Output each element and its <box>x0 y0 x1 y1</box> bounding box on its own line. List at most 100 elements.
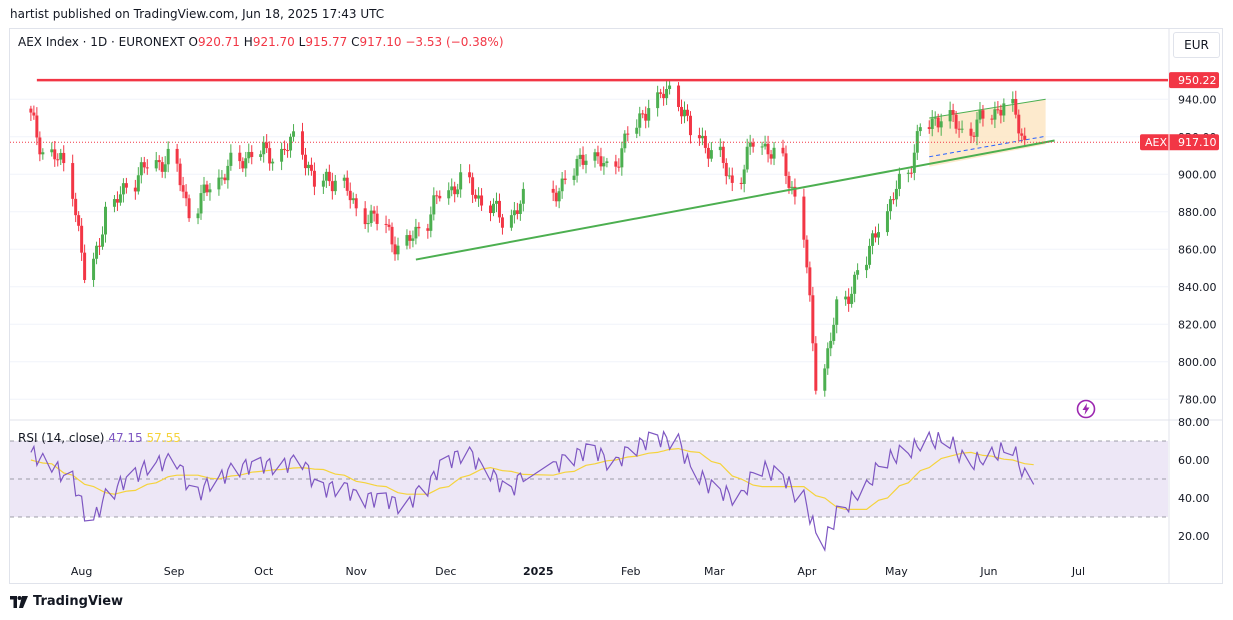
candle-body <box>414 226 418 239</box>
candle-body <box>772 147 776 159</box>
candle-body <box>187 198 191 219</box>
candle-body <box>450 186 454 191</box>
candle-body <box>184 191 188 199</box>
candle-body <box>327 171 331 182</box>
candle-body <box>930 118 934 129</box>
time-tick-label: Feb <box>621 565 640 578</box>
rsi-ma-value: 57.55 <box>146 431 181 445</box>
candle-body <box>456 189 460 195</box>
rsi-tick-label: 80.00 <box>1178 416 1210 429</box>
candle-body <box>265 142 269 149</box>
candle-body <box>748 142 752 147</box>
candle-body <box>133 187 137 192</box>
candle-body <box>739 182 743 184</box>
rsi-axis: 80.00 60.00 40.00 20.00 <box>1178 416 1210 543</box>
candle-body <box>1002 103 1006 116</box>
candle-body <box>71 163 75 199</box>
candle-body <box>477 195 481 199</box>
candle-body <box>915 131 919 153</box>
candle-body <box>641 113 645 115</box>
candle-body <box>309 164 313 171</box>
resistance-price-tag <box>1169 72 1219 89</box>
price-channel <box>929 98 1046 167</box>
time-axis: Aug Sep Oct Nov Dec 2025 Feb Mar Apr May Jun Jul <box>71 565 1085 578</box>
candle-body <box>238 152 242 162</box>
rsi-label: RSI (14, close) <box>18 431 105 445</box>
close-value: 917.10 <box>359 35 402 49</box>
candle-body <box>181 185 185 192</box>
candle-body <box>405 235 409 246</box>
time-tick-label: Sep <box>164 565 185 578</box>
time-tick-label: Jun <box>979 565 997 578</box>
candle-body <box>136 175 140 192</box>
candle-body <box>321 180 325 187</box>
candle-body <box>80 225 84 253</box>
candle-body <box>250 151 254 157</box>
candle-body <box>877 232 880 238</box>
candle-body <box>620 148 624 168</box>
candle-body <box>584 160 588 165</box>
candle-body <box>972 135 976 137</box>
tradingview-logo-icon <box>10 595 28 608</box>
candle-body <box>1017 114 1021 134</box>
time-tick-label: Aug <box>71 565 92 578</box>
price-tick-label: 780.00 <box>1178 393 1217 406</box>
candle-body <box>121 183 125 195</box>
candle-body <box>247 151 251 159</box>
candle-body <box>644 113 648 121</box>
candle-body <box>581 154 585 165</box>
rsi-legend[interactable]: RSI (14, close) 47.15 57.55 <box>18 431 181 445</box>
candle-body <box>954 114 958 129</box>
candle-body <box>375 213 379 224</box>
candle-body <box>918 127 922 132</box>
last-price-symbol: AEX <box>1145 136 1167 149</box>
close-label: C <box>351 35 360 49</box>
candle-body <box>494 200 498 204</box>
time-tick-label: Apr <box>797 565 817 578</box>
candle-body <box>927 127 931 129</box>
candle-body <box>98 245 102 247</box>
candle-body <box>697 135 701 139</box>
candle-body <box>509 215 513 228</box>
price-tick-label: 840.00 <box>1178 281 1217 294</box>
candle-body <box>35 115 39 138</box>
candle-body <box>223 177 227 181</box>
price-tick-label: 820.00 <box>1178 318 1217 331</box>
candle-body <box>259 154 263 157</box>
candle-body <box>220 177 224 179</box>
candle-body <box>888 199 892 212</box>
candle-body <box>393 244 397 255</box>
candle-body <box>283 148 287 151</box>
candle-body <box>647 108 651 121</box>
candle-body <box>617 166 621 168</box>
candle-body <box>724 162 728 177</box>
candle-body <box>685 109 689 116</box>
candle-body <box>226 165 230 181</box>
footer-brand[interactable]: TradingView <box>10 594 123 609</box>
candle-body <box>289 136 293 151</box>
time-tick-label: May <box>885 565 908 578</box>
candle-body <box>303 154 307 169</box>
candle-body <box>139 162 143 176</box>
candle-body <box>118 194 122 203</box>
candle-body <box>447 190 451 199</box>
candle-body <box>205 184 209 193</box>
candle-body <box>491 203 495 214</box>
candle-body <box>996 109 1000 111</box>
candle-body <box>208 189 212 193</box>
candle-body <box>897 173 901 189</box>
candle-body <box>330 181 334 192</box>
brand-name: TradingView <box>33 594 124 609</box>
candle-body <box>417 226 421 229</box>
candle-body <box>933 117 937 119</box>
candle-body <box>706 147 710 159</box>
trendlines <box>10 78 1168 261</box>
candle-body <box>554 192 558 202</box>
candle-body <box>975 119 979 137</box>
candle-body <box>853 274 857 294</box>
symbol-legend[interactable]: AEX Index · 1D · EURONEXT O920.71 H921.7… <box>18 35 504 49</box>
currency-button[interactable]: EUR <box>1173 32 1220 58</box>
candle-body <box>396 245 400 255</box>
lightning-icon[interactable] <box>1076 399 1096 419</box>
